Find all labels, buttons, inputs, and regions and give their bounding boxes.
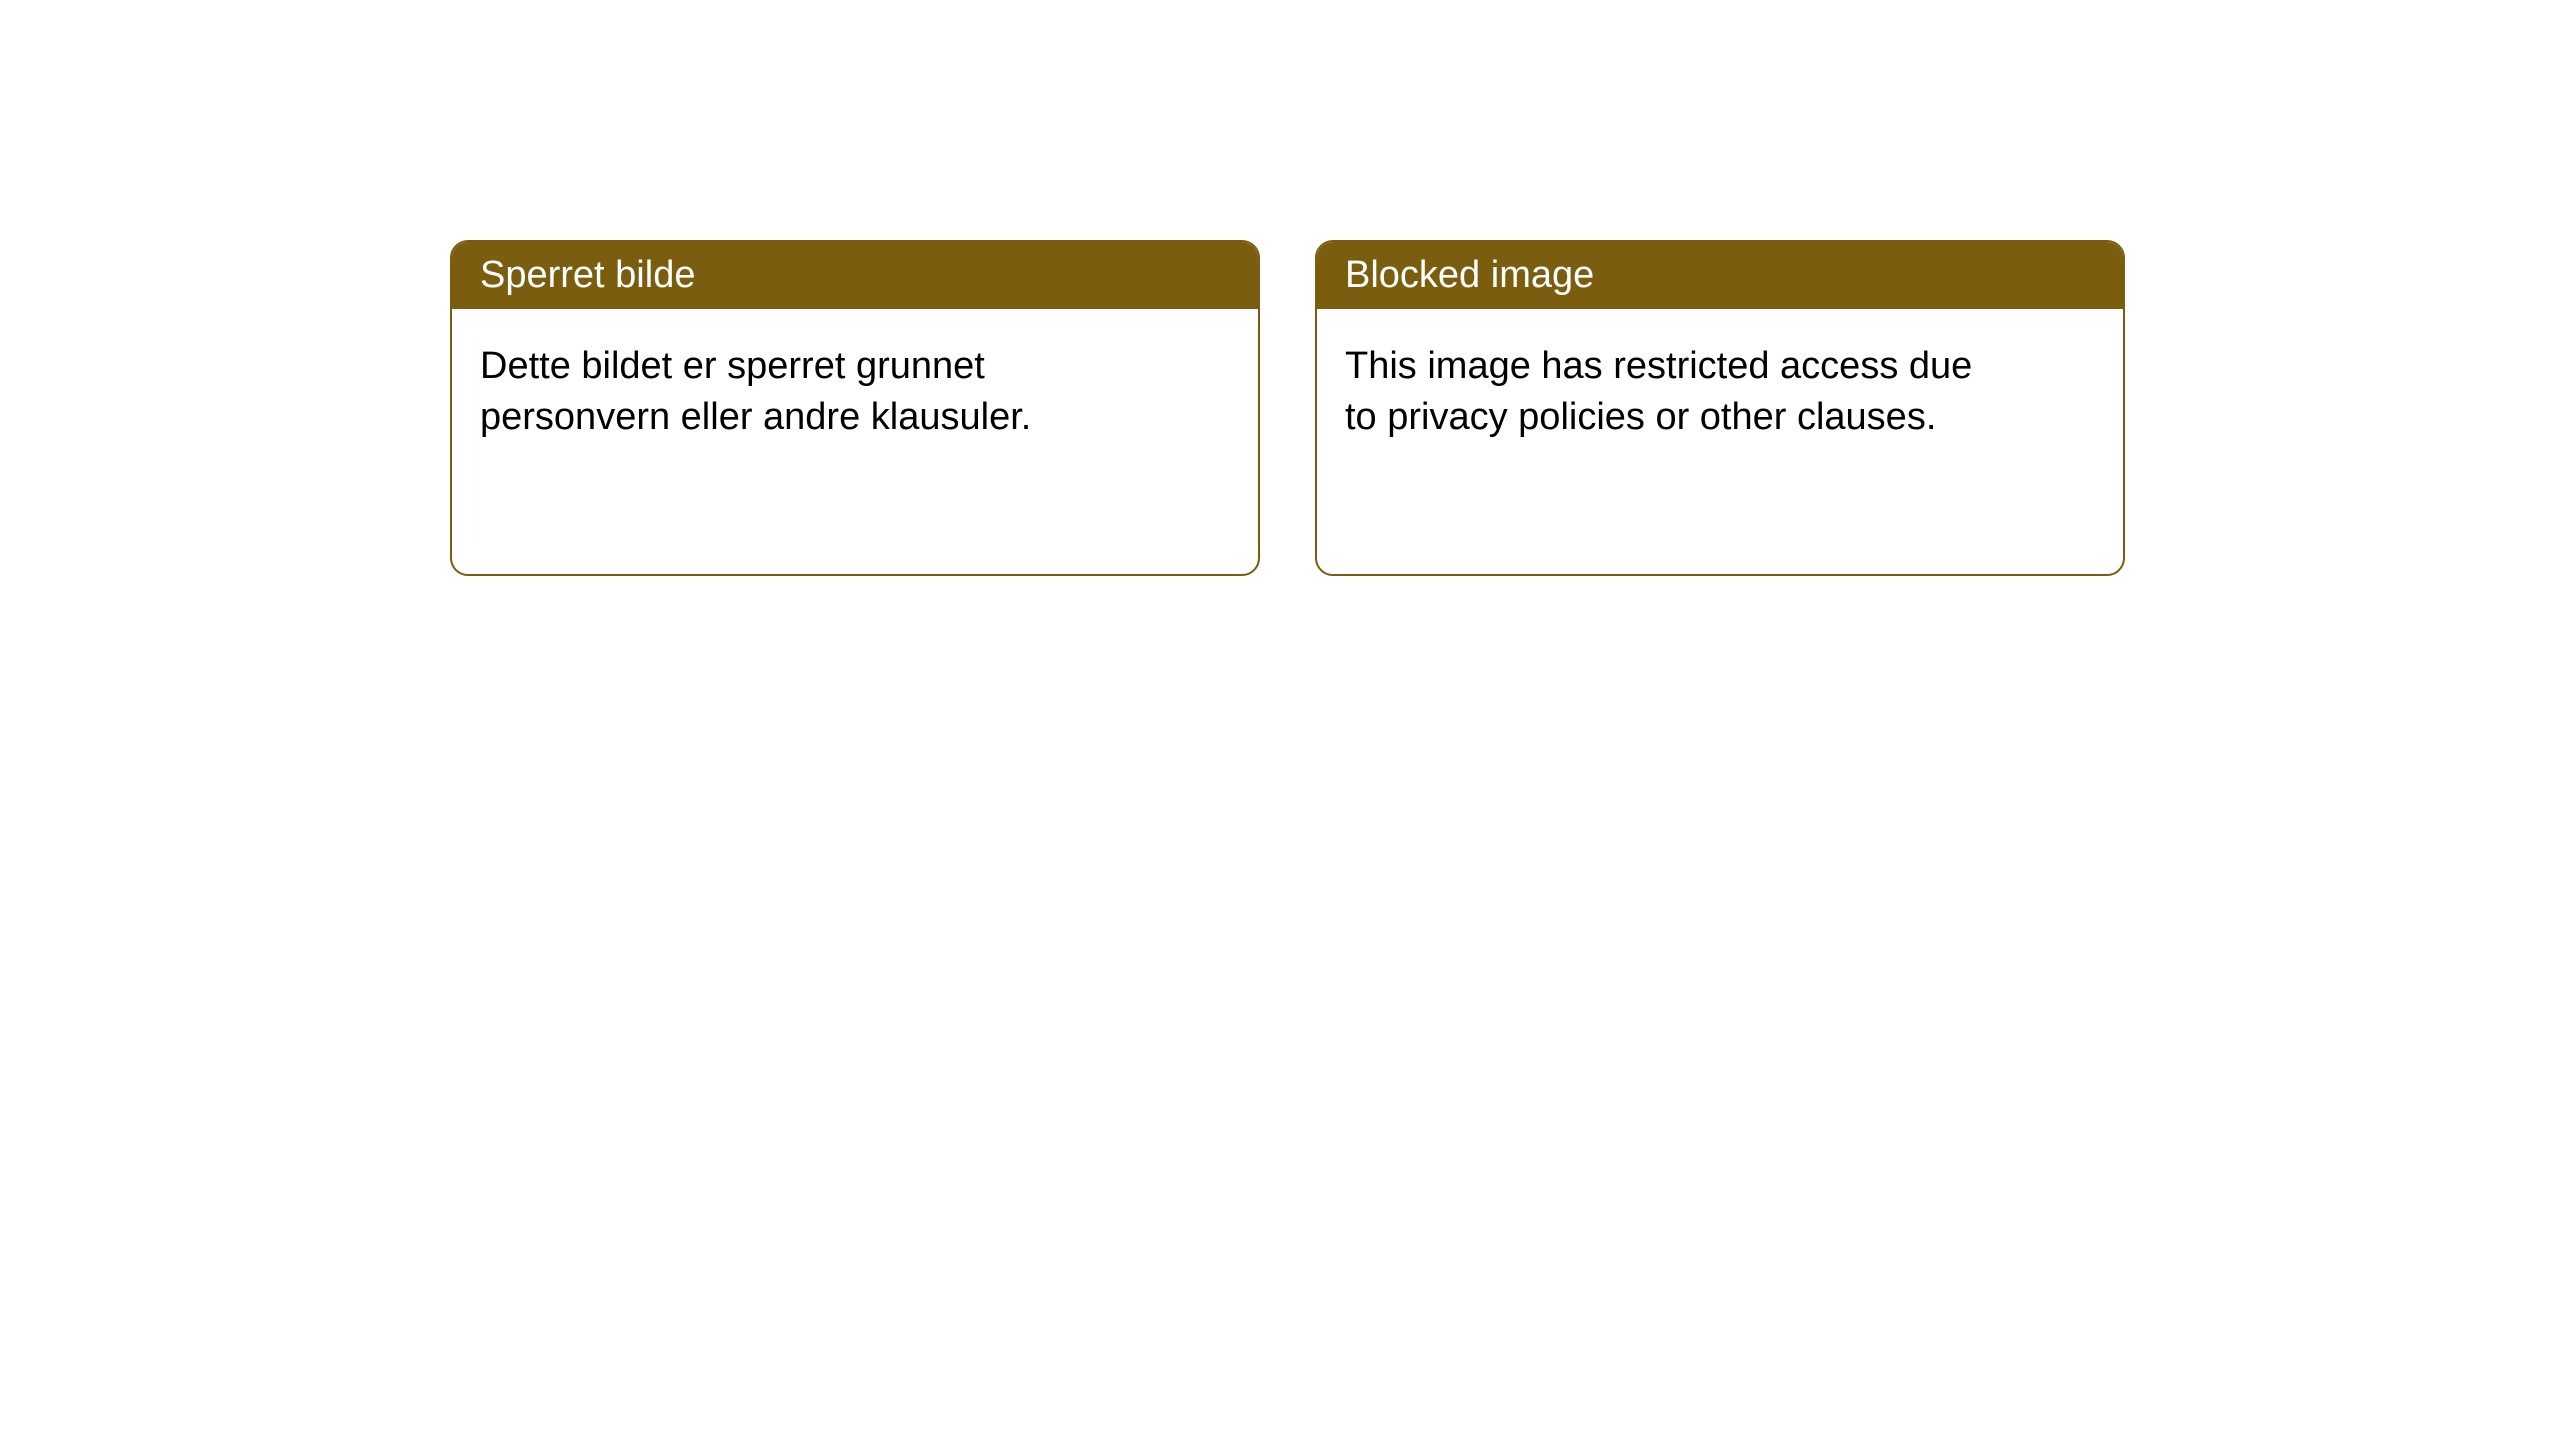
notice-container: Sperret bilde Dette bildet er sperret gr… xyxy=(0,0,2560,576)
card-message: Dette bildet er sperret grunnet personve… xyxy=(480,345,1031,438)
card-body: This image has restricted access due to … xyxy=(1317,309,2017,476)
card-header: Sperret bilde xyxy=(452,242,1258,309)
notice-card-norwegian: Sperret bilde Dette bildet er sperret gr… xyxy=(450,240,1260,576)
card-title: Sperret bilde xyxy=(480,254,695,296)
card-header: Blocked image xyxy=(1317,242,2123,309)
card-message: This image has restricted access due to … xyxy=(1345,345,1972,438)
notice-card-english: Blocked image This image has restricted … xyxy=(1315,240,2125,576)
card-title: Blocked image xyxy=(1345,254,1594,296)
card-body: Dette bildet er sperret grunnet personve… xyxy=(452,309,1152,476)
